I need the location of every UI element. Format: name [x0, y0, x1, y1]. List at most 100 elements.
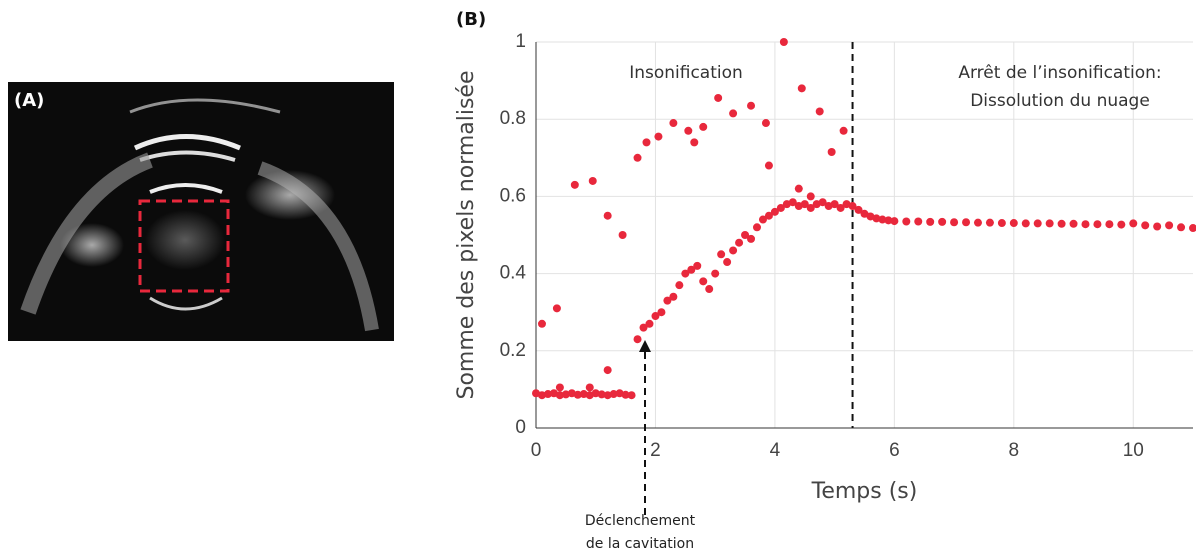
data-point	[872, 214, 881, 223]
data-point	[654, 132, 663, 141]
y-tick-label: 0	[515, 417, 526, 438]
data-point	[950, 218, 959, 227]
data-point	[806, 192, 815, 201]
data-point	[591, 389, 600, 398]
annotation: Insonification	[629, 63, 743, 83]
x-axis-label: Temps (s)	[811, 479, 918, 504]
data-point	[555, 383, 564, 392]
data-point	[1177, 223, 1186, 232]
data-point	[1093, 220, 1102, 229]
data-point	[770, 207, 779, 216]
y-tick-label: 0.6	[500, 185, 526, 206]
data-point	[603, 366, 612, 375]
data-point	[1081, 220, 1090, 229]
data-point	[926, 217, 935, 226]
data-point	[1117, 220, 1126, 229]
data-point	[884, 216, 893, 225]
data-point	[570, 180, 579, 189]
data-point	[752, 223, 761, 232]
data-point	[758, 215, 767, 224]
data-point	[573, 390, 582, 399]
data-point	[776, 203, 785, 212]
data-point	[609, 390, 618, 399]
data-point	[800, 200, 809, 209]
data-point	[1069, 219, 1078, 228]
data-point	[552, 304, 561, 313]
data-point	[815, 107, 824, 116]
data-point	[693, 261, 702, 270]
data-point	[741, 231, 750, 239]
data-point	[1033, 219, 1042, 228]
data-point	[827, 148, 836, 157]
data-point	[651, 312, 660, 321]
data-point	[962, 218, 971, 227]
panel-label: (A)	[14, 90, 44, 111]
data-point	[537, 319, 546, 328]
data-point	[747, 101, 756, 110]
data-point	[588, 176, 597, 185]
data-point	[603, 391, 612, 400]
ultrasound-image: (A)	[8, 82, 394, 341]
data-point	[537, 391, 546, 400]
y-tick-label: 0.4	[500, 263, 527, 284]
data-point	[663, 296, 672, 305]
data-point	[642, 138, 651, 147]
data-point	[764, 161, 773, 170]
data-point	[794, 184, 803, 193]
data-point	[669, 119, 678, 128]
data-point	[723, 258, 732, 267]
data-point	[1141, 221, 1150, 230]
data-point	[860, 209, 869, 218]
data-point	[690, 138, 699, 147]
x-tick-label: 4	[770, 440, 781, 461]
data-point	[705, 285, 714, 294]
data-point	[1009, 219, 1018, 228]
data-point	[618, 231, 627, 239]
data-point	[973, 218, 982, 227]
data-point	[1165, 221, 1174, 230]
data-point	[1021, 219, 1030, 228]
data-point	[902, 217, 911, 226]
data-point	[555, 391, 564, 400]
data-point	[729, 109, 738, 118]
y-tick-label: 0.2	[500, 340, 526, 361]
data-point	[684, 126, 693, 135]
data-point	[603, 211, 612, 220]
data-point	[633, 153, 642, 162]
data-point	[687, 265, 696, 274]
data-point	[854, 205, 863, 214]
data-point	[621, 390, 630, 399]
data-point	[597, 390, 606, 399]
x-tick-label: 2	[650, 440, 661, 461]
x-tick-label: 0	[531, 440, 542, 461]
data-point	[830, 200, 839, 209]
data-point	[714, 93, 723, 102]
data-point	[1129, 219, 1138, 228]
data-point	[797, 84, 806, 93]
annotation: Dissolution du nuage	[970, 91, 1150, 111]
data-point	[585, 383, 594, 392]
annotation: Déclenchement	[585, 513, 696, 529]
data-point	[764, 211, 773, 220]
data-point	[657, 308, 666, 317]
data-point	[561, 390, 570, 399]
data-point	[699, 122, 708, 131]
data-point	[985, 218, 994, 227]
data-point	[1153, 222, 1162, 231]
data-point	[1105, 220, 1114, 229]
y-tick-label: 1	[515, 31, 526, 52]
data-point	[806, 203, 815, 212]
data-point	[1189, 224, 1196, 233]
data-point	[788, 198, 797, 207]
data-point	[729, 246, 738, 255]
data-point	[633, 335, 642, 344]
x-tick-label: 6	[889, 440, 900, 461]
data-point	[761, 119, 770, 128]
data-point	[543, 390, 552, 399]
data-point	[627, 391, 636, 400]
data-point	[779, 38, 788, 46]
data-point	[839, 126, 848, 135]
data-point	[1045, 219, 1054, 228]
data-point	[711, 269, 720, 278]
